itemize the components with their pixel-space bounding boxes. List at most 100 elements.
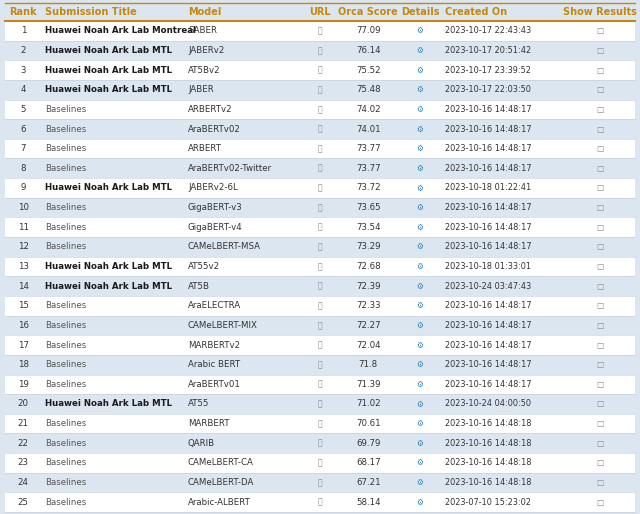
Text: 2023-10-24 04:00:50: 2023-10-24 04:00:50 xyxy=(445,399,531,409)
Text: ⚙: ⚙ xyxy=(417,478,424,487)
Text: 72.39: 72.39 xyxy=(356,282,381,290)
Text: AT55: AT55 xyxy=(188,399,209,409)
Text: JABERv2-6L: JABERv2-6L xyxy=(188,183,237,192)
Text: AraBERTv01: AraBERTv01 xyxy=(188,380,241,389)
Text: 2023-10-16 14:48:17: 2023-10-16 14:48:17 xyxy=(445,105,531,114)
Text: AT55v2: AT55v2 xyxy=(188,262,220,271)
Text: ⧉: ⧉ xyxy=(317,144,323,153)
Text: ⚙: ⚙ xyxy=(417,301,424,310)
Text: Baselines: Baselines xyxy=(45,458,86,467)
Text: 2023-10-16 14:48:17: 2023-10-16 14:48:17 xyxy=(445,301,531,310)
Bar xyxy=(5,375,635,394)
Text: 2023-10-17 23:39:52: 2023-10-17 23:39:52 xyxy=(445,66,531,75)
Text: ⚙: ⚙ xyxy=(417,85,424,94)
Text: □: □ xyxy=(596,419,604,428)
Text: ⧉: ⧉ xyxy=(317,419,323,428)
Text: Baselines: Baselines xyxy=(45,144,86,153)
Text: Rank: Rank xyxy=(10,7,37,17)
Text: □: □ xyxy=(596,498,604,507)
Text: ⧉: ⧉ xyxy=(317,380,323,389)
Text: Arabic BERT: Arabic BERT xyxy=(188,360,240,369)
Text: Baselines: Baselines xyxy=(45,164,86,173)
Text: Huawei Noah Ark Lab Montreal: Huawei Noah Ark Lab Montreal xyxy=(45,26,196,35)
Text: □: □ xyxy=(596,26,604,35)
Text: □: □ xyxy=(596,66,604,75)
Text: ⧉: ⧉ xyxy=(317,243,323,251)
Text: 68.17: 68.17 xyxy=(356,458,381,467)
Text: □: □ xyxy=(596,458,604,467)
Text: □: □ xyxy=(596,144,604,153)
Text: □: □ xyxy=(596,478,604,487)
Bar xyxy=(5,473,635,492)
Text: Huawei Noah Ark Lab MTL: Huawei Noah Ark Lab MTL xyxy=(45,66,172,75)
Text: 58.14: 58.14 xyxy=(356,498,381,507)
Text: 9: 9 xyxy=(20,183,26,192)
Text: 2023-10-16 14:48:17: 2023-10-16 14:48:17 xyxy=(445,341,531,350)
Text: ⧉: ⧉ xyxy=(317,183,323,192)
Text: 2023-07-10 15:23:02: 2023-07-10 15:23:02 xyxy=(445,498,531,507)
Bar xyxy=(5,217,635,237)
Text: 2023-10-16 14:48:18: 2023-10-16 14:48:18 xyxy=(445,478,531,487)
Text: 72.33: 72.33 xyxy=(356,301,381,310)
Text: Model: Model xyxy=(188,7,221,17)
Text: 25: 25 xyxy=(18,498,29,507)
Bar xyxy=(5,296,635,316)
Text: 75.48: 75.48 xyxy=(356,85,381,94)
Text: CAMeLBERT-MIX: CAMeLBERT-MIX xyxy=(188,321,258,330)
Text: ⧉: ⧉ xyxy=(317,124,323,134)
Text: JABER: JABER xyxy=(188,85,214,94)
Text: □: □ xyxy=(596,262,604,271)
Text: ARBERT: ARBERT xyxy=(188,144,222,153)
Text: 18: 18 xyxy=(18,360,29,369)
Text: Baselines: Baselines xyxy=(45,478,86,487)
Bar xyxy=(5,60,635,80)
Text: ⚙: ⚙ xyxy=(417,439,424,448)
Text: AraELECTRA: AraELECTRA xyxy=(188,301,241,310)
Text: SABER: SABER xyxy=(188,26,217,35)
Text: 72.04: 72.04 xyxy=(356,341,381,350)
Text: Baselines: Baselines xyxy=(45,341,86,350)
Text: □: □ xyxy=(596,282,604,290)
Bar xyxy=(5,237,635,256)
Text: ⧉: ⧉ xyxy=(317,85,323,94)
Text: 4: 4 xyxy=(20,85,26,94)
Text: 73.72: 73.72 xyxy=(356,183,381,192)
Text: URL: URL xyxy=(309,7,331,17)
Text: ⚙: ⚙ xyxy=(417,282,424,290)
Text: AraBERTv02: AraBERTv02 xyxy=(188,124,241,134)
Text: ⚙: ⚙ xyxy=(417,360,424,369)
Text: 23: 23 xyxy=(18,458,29,467)
Text: ⧉: ⧉ xyxy=(317,301,323,310)
Text: □: □ xyxy=(596,183,604,192)
Text: 72.68: 72.68 xyxy=(356,262,381,271)
Text: □: □ xyxy=(596,399,604,409)
Text: 15: 15 xyxy=(18,301,29,310)
Text: 2023-10-16 14:48:17: 2023-10-16 14:48:17 xyxy=(445,203,531,212)
Text: 74.01: 74.01 xyxy=(356,124,381,134)
Text: 2023-10-16 14:48:17: 2023-10-16 14:48:17 xyxy=(445,243,531,251)
Text: 2023-10-16 14:48:17: 2023-10-16 14:48:17 xyxy=(445,223,531,232)
Text: Baselines: Baselines xyxy=(45,498,86,507)
Bar xyxy=(5,433,635,453)
Bar xyxy=(5,355,635,375)
Text: 67.21: 67.21 xyxy=(356,478,381,487)
Text: 71.8: 71.8 xyxy=(359,360,378,369)
Text: Baselines: Baselines xyxy=(45,439,86,448)
Text: Huawei Noah Ark Lab MTL: Huawei Noah Ark Lab MTL xyxy=(45,183,172,192)
Text: ⧉: ⧉ xyxy=(317,262,323,271)
Bar xyxy=(5,139,635,158)
Text: ⚙: ⚙ xyxy=(417,399,424,409)
Text: ⚙: ⚙ xyxy=(417,341,424,350)
Text: AT5B: AT5B xyxy=(188,282,210,290)
Text: ⚙: ⚙ xyxy=(417,46,424,55)
Text: 14: 14 xyxy=(18,282,29,290)
Text: 70.61: 70.61 xyxy=(356,419,381,428)
Text: 7: 7 xyxy=(20,144,26,153)
Text: 2023-10-16 14:48:17: 2023-10-16 14:48:17 xyxy=(445,380,531,389)
Bar xyxy=(5,316,635,335)
Text: □: □ xyxy=(596,439,604,448)
Bar xyxy=(5,119,635,139)
Bar xyxy=(5,21,635,41)
Text: ⧉: ⧉ xyxy=(317,26,323,35)
Text: ⧉: ⧉ xyxy=(317,46,323,55)
